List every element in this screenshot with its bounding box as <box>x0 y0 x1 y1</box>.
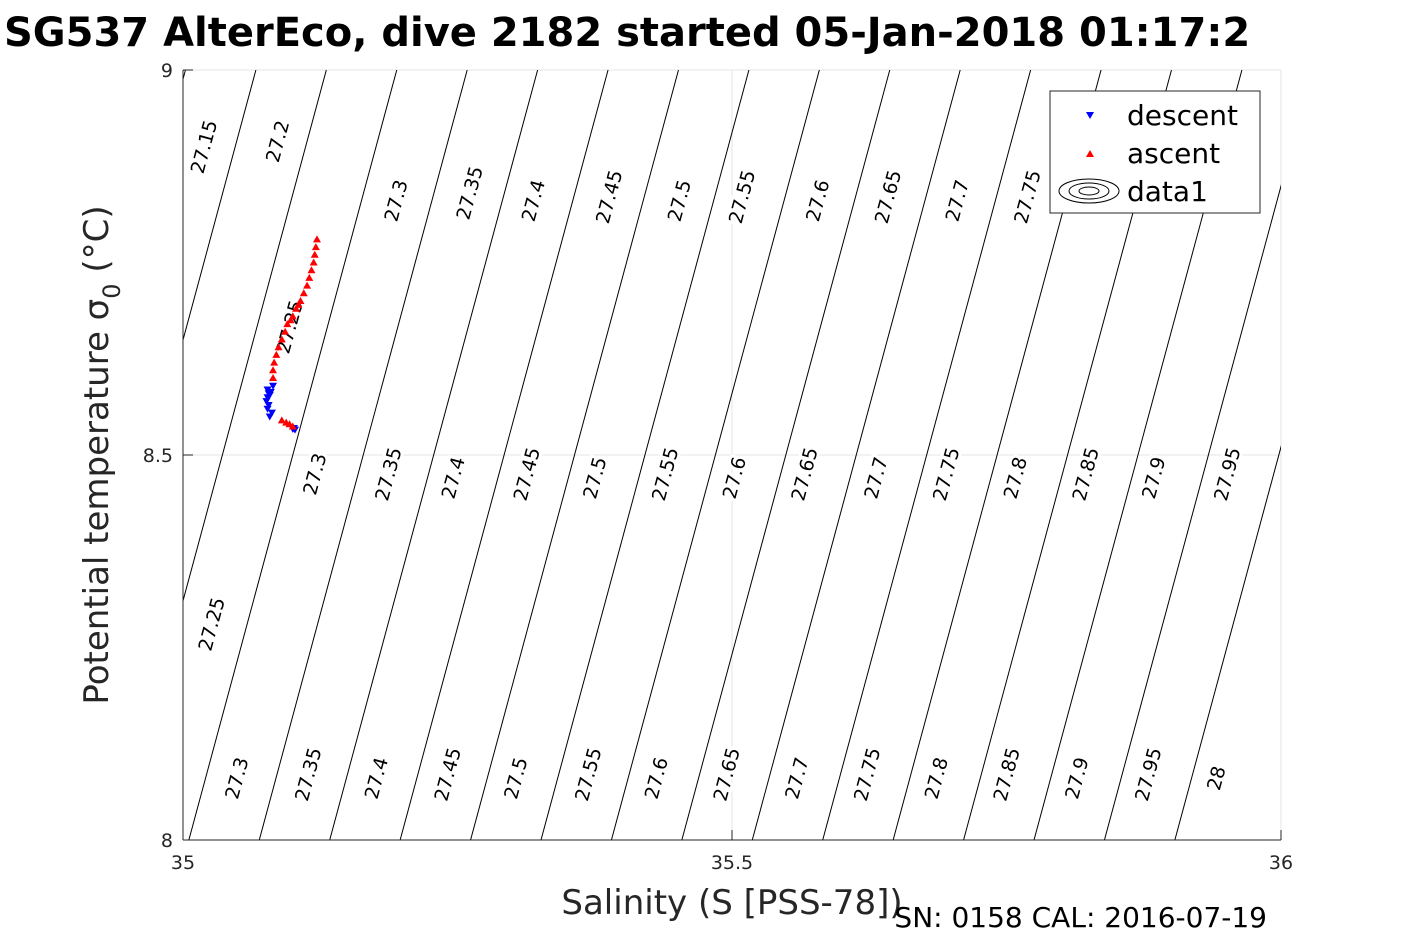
ascent-point <box>299 289 308 297</box>
legend-descent-marker <box>1086 112 1094 119</box>
y-axis-label-units: (°C) <box>77 205 117 283</box>
ascent-point <box>283 320 292 328</box>
legend-box <box>1049 90 1261 214</box>
ascent-point <box>307 266 316 274</box>
legend-data1-label: data1 <box>1127 175 1208 208</box>
ascent-point <box>303 281 312 289</box>
legend-ascent-label: ascent <box>1127 137 1220 170</box>
y-tick-label: 9 <box>161 60 173 82</box>
descent-point <box>263 386 272 394</box>
isopycnal-line <box>540 70 750 840</box>
isopycnal-line <box>183 70 257 342</box>
ascent-point <box>269 366 278 374</box>
isopycnal-line <box>183 70 327 603</box>
x-axis-label: Salinity (S [PSS-78]) <box>561 883 902 923</box>
ascent-point <box>294 300 303 308</box>
y-axis-label: Potential temperature σ0 (°C) <box>77 205 126 704</box>
ascent-point <box>288 312 297 320</box>
ascent-point <box>311 243 320 251</box>
isopycnal-line <box>258 70 468 840</box>
ascent-point <box>281 327 290 335</box>
ascent-point <box>272 350 281 358</box>
ascent-point <box>312 235 321 243</box>
x-tick-label: 36 <box>1269 852 1293 874</box>
isopycnal-line <box>1103 184 1281 840</box>
legend: descent ascent data1 <box>1049 90 1261 214</box>
ascent-point <box>292 304 301 312</box>
ascent-point <box>296 297 305 304</box>
y-tick-label: 8.5 <box>143 445 173 467</box>
isopycnal-line <box>751 70 961 840</box>
isopycnal-contours <box>183 70 1281 840</box>
ascent-point <box>286 316 295 324</box>
descent-point <box>269 382 278 390</box>
data-series <box>262 235 321 434</box>
ascent-point <box>277 335 286 343</box>
isopycnal-line <box>610 70 820 840</box>
y-axis-label-main: Potential temperature σ <box>77 299 117 705</box>
axes <box>182 69 1282 841</box>
legend-contour-icon <box>1058 178 1120 204</box>
isopycnal-line <box>1174 444 1281 840</box>
ascent-point <box>277 416 286 424</box>
x-tick-label: 35 <box>171 852 195 874</box>
ascent-point <box>309 258 318 266</box>
ascent-point <box>270 358 279 366</box>
ascent-point <box>305 273 314 281</box>
serial-calibration-note: SN: 0158 CAL: 2016-07-19 <box>894 901 1267 934</box>
isopycnal-line <box>399 70 609 840</box>
isopycnal-line <box>681 70 891 840</box>
y-axis-label-subscript: 0 <box>98 283 126 298</box>
isopycnal-line <box>470 70 679 840</box>
isopycnal-line <box>822 70 1032 840</box>
x-tick-label: 35.5 <box>711 852 753 874</box>
ascent-point <box>269 374 278 381</box>
descent-point <box>267 409 276 417</box>
legend-descent-label: descent <box>1127 99 1238 132</box>
ascent-point <box>288 422 297 430</box>
isopycnal-line <box>329 70 539 840</box>
ascent-point <box>274 343 283 351</box>
descent-point <box>262 398 271 406</box>
y-tick-label: 8 <box>161 830 173 852</box>
isopycnal-line <box>188 70 398 840</box>
descent-point <box>263 405 272 413</box>
tick-labels: 35 35.5 36 8 8.5 9 <box>143 60 1293 874</box>
legend-ascent-marker <box>1086 150 1094 157</box>
chart-title: SG537 AlterEco, dive 2182 started 05-Jan… <box>4 10 1250 56</box>
ascent-point <box>310 250 319 258</box>
